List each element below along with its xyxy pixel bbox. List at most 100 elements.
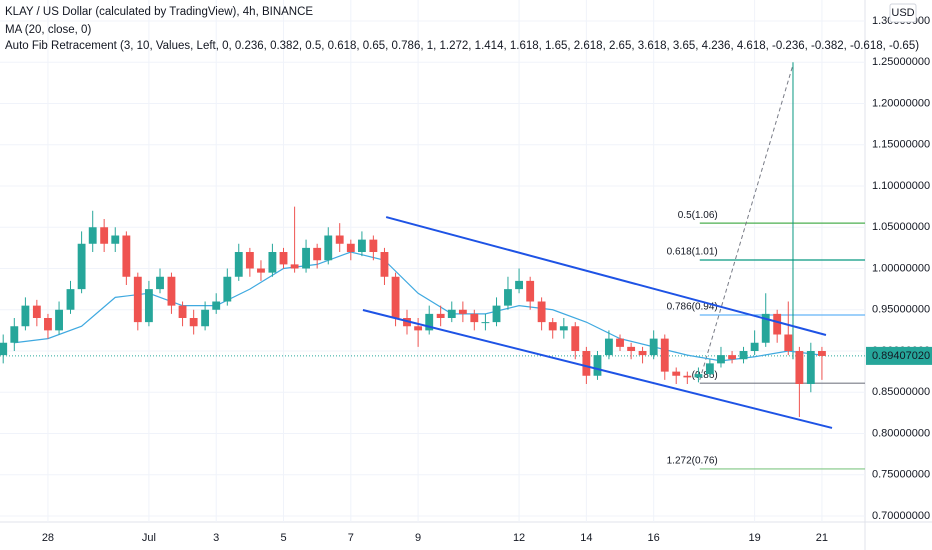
candle-body	[515, 280, 523, 290]
candle-body	[111, 235, 120, 244]
fib-trend-line	[699, 64, 794, 381]
y-tick-label: 1.00000000	[872, 262, 930, 274]
candle-body	[806, 350, 815, 384]
y-tick-label: 1.20000000	[872, 97, 930, 109]
candle-body	[44, 318, 52, 331]
candle-body	[133, 276, 142, 323]
fib-label: (0.86)	[692, 370, 718, 381]
candle-body	[122, 235, 131, 277]
candle-body	[380, 252, 389, 277]
candle-body	[694, 374, 703, 378]
last-price-box	[866, 346, 932, 365]
fib-label: 0.5(1.06)	[678, 210, 718, 221]
candle-body	[739, 350, 748, 360]
candle-body	[279, 252, 288, 265]
chart-title: KLAY / US Dollar (calculated by TradingV…	[5, 6, 313, 18]
candle-body	[784, 334, 793, 351]
candle-body	[167, 276, 176, 306]
x-tick-label: 19	[748, 532, 760, 544]
candle-body	[245, 252, 254, 269]
candle-body	[100, 227, 109, 244]
candle-body	[795, 350, 804, 384]
y-tick-label: 0.75000000	[872, 469, 930, 481]
candle-body	[616, 338, 624, 347]
channel-line	[385, 216, 827, 336]
channel-line	[362, 309, 833, 429]
candle-body	[10, 326, 19, 343]
candle-body	[414, 326, 423, 331]
candle-body	[212, 301, 221, 310]
candle-body	[223, 276, 232, 302]
candle-body	[403, 318, 411, 327]
candle-body	[391, 276, 400, 319]
ma-legend: MA (20, close, 0)	[5, 24, 91, 36]
candle-body	[750, 342, 759, 351]
candle-body	[683, 375, 692, 378]
fib-label: 0.618(1.01)	[667, 247, 718, 258]
candle-body	[672, 371, 681, 376]
candle-body	[335, 235, 344, 244]
x-tick-label: 21	[816, 532, 828, 544]
candle-body	[447, 309, 456, 319]
candle-body	[369, 239, 378, 253]
candle-body	[593, 355, 602, 376]
candle-body	[705, 363, 714, 375]
candle-body	[346, 243, 355, 253]
y-tick-label: 0.85000000	[872, 386, 930, 398]
x-tick-label: 16	[648, 532, 660, 544]
y-tick-label: 0.70000000	[872, 510, 930, 522]
candle-body	[481, 322, 490, 324]
candle-body	[156, 276, 164, 290]
candle-body	[425, 313, 434, 331]
x-tick-label: 28	[42, 532, 54, 544]
candle-body	[582, 350, 591, 376]
fib-legend: Auto Fib Retracement (3, 10, Values, Lef…	[5, 40, 919, 52]
candle-body	[324, 235, 333, 261]
y-tick-label: 1.10000000	[872, 180, 930, 192]
candle-body	[77, 243, 86, 290]
fib-label: 1.272(0.76)	[667, 456, 718, 467]
candle-body	[492, 305, 501, 323]
fib-label: 0.786(0.94)	[667, 302, 718, 313]
x-tick-label: 5	[280, 532, 286, 544]
y-tick-label: 1.05000000	[872, 221, 930, 233]
candle-body	[88, 227, 97, 244]
y-tick-label: 0.80000000	[872, 427, 930, 439]
candle-body	[436, 313, 445, 319]
candle-body	[470, 313, 479, 323]
candle-body	[571, 326, 580, 351]
x-tick-label: 12	[513, 532, 525, 544]
candle-body	[189, 318, 198, 327]
candle-body	[257, 268, 265, 273]
candle-body	[290, 264, 299, 269]
currency[interactable]: USD	[891, 7, 914, 19]
candle-body	[268, 252, 277, 273]
candle-body	[627, 346, 636, 351]
y-tick-label: 1.25000000	[872, 56, 930, 68]
candle-body	[773, 313, 782, 335]
y-tick-label: 0.95000000	[872, 304, 930, 316]
candle-body	[548, 322, 557, 331]
x-tick-label: 14	[580, 532, 592, 544]
candle-body	[21, 305, 30, 327]
candle-body	[357, 239, 366, 253]
x-tick-label: 9	[415, 532, 421, 544]
candle-body	[313, 247, 322, 261]
candle-body	[32, 305, 41, 319]
candle-body	[234, 252, 243, 277]
candle-body	[66, 289, 75, 310]
y-tick-label: 1.15000000	[872, 139, 930, 151]
candle-body	[537, 301, 546, 323]
x-tick-label: 3	[213, 532, 219, 544]
candle-body	[526, 280, 535, 302]
candle-body	[638, 350, 647, 356]
candle-body	[302, 247, 310, 269]
currency-box[interactable]	[889, 3, 917, 23]
candle-body	[504, 289, 512, 306]
candle-body	[0, 342, 8, 356]
candle-body	[55, 309, 63, 331]
candle-body	[761, 313, 770, 343]
candle-body	[559, 326, 568, 331]
x-tick-label: 7	[348, 532, 354, 544]
